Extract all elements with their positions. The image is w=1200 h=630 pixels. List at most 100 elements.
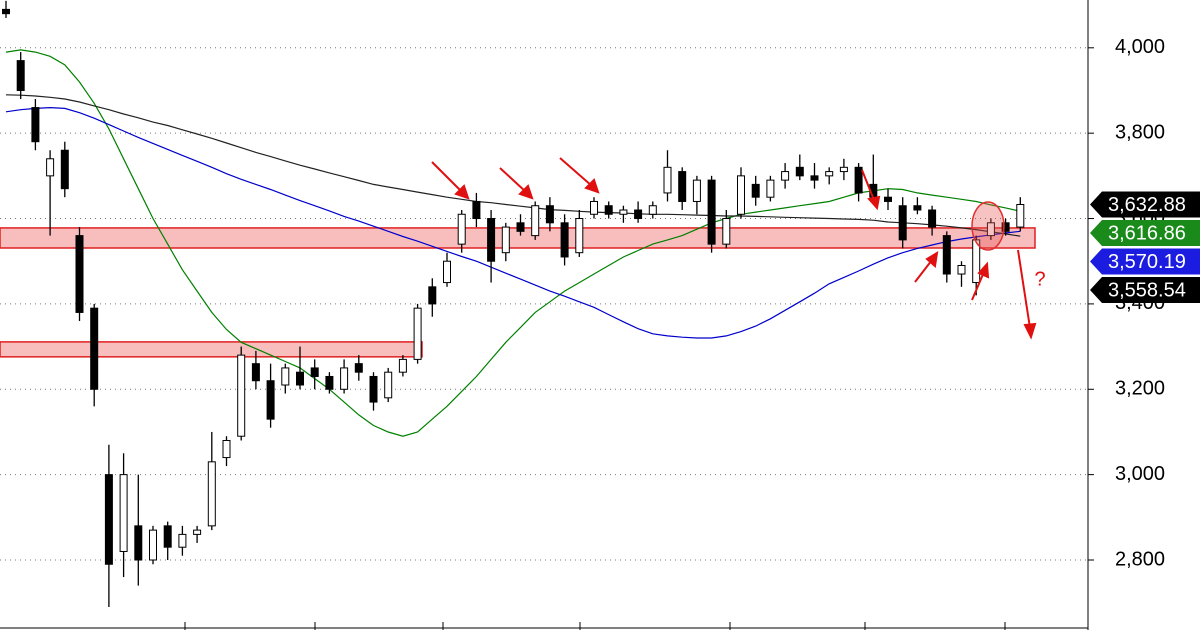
candle-body bbox=[193, 529, 202, 535]
candle-body bbox=[413, 307, 422, 360]
arrow-head bbox=[925, 251, 939, 268]
candle-body bbox=[825, 171, 834, 177]
arrow-head bbox=[454, 184, 470, 200]
arrow bbox=[971, 271, 985, 301]
candle-body bbox=[457, 213, 466, 245]
y-tick-label: 3,200 bbox=[1115, 378, 1165, 400]
arrow bbox=[499, 167, 527, 193]
arrow-head bbox=[518, 184, 534, 200]
candle-body bbox=[942, 235, 951, 275]
candle-body bbox=[501, 226, 510, 254]
axis-panel bbox=[1088, 0, 1200, 630]
candle-body bbox=[986, 222, 995, 237]
candle-body bbox=[810, 175, 819, 181]
price-tag bbox=[1090, 191, 1200, 218]
candle-body bbox=[545, 205, 554, 224]
x-axis bbox=[0, 622, 1088, 630]
candle-body bbox=[663, 166, 672, 194]
candle-body bbox=[619, 209, 628, 215]
candle-body bbox=[104, 474, 113, 565]
candle-body bbox=[281, 367, 290, 386]
price-tag-label: 3,632.88 bbox=[1108, 194, 1186, 216]
y-tick-label: 3,000 bbox=[1115, 463, 1165, 485]
candle-body bbox=[913, 205, 922, 211]
candles bbox=[2, 0, 1025, 607]
candle-body bbox=[972, 239, 981, 284]
candle-body bbox=[692, 179, 701, 202]
candle-body bbox=[60, 149, 69, 190]
candle-body bbox=[707, 179, 716, 245]
arrow-head bbox=[977, 261, 990, 279]
candle-body bbox=[310, 367, 319, 377]
candle-body bbox=[398, 358, 407, 373]
candle-body bbox=[531, 205, 540, 237]
candle-body bbox=[428, 286, 437, 305]
candle-body bbox=[1016, 204, 1025, 228]
candle-body bbox=[134, 525, 143, 561]
candle-body bbox=[46, 158, 55, 177]
candle-body bbox=[928, 209, 937, 228]
candle-body bbox=[898, 205, 907, 241]
y-tick-label: 3,800 bbox=[1115, 121, 1165, 143]
price-tag bbox=[1090, 277, 1200, 304]
arrow-head bbox=[584, 178, 600, 194]
price-tag bbox=[1090, 248, 1200, 275]
candle-body bbox=[369, 375, 378, 403]
candle-body bbox=[839, 166, 848, 173]
candle-body bbox=[16, 60, 25, 91]
candle-body bbox=[737, 175, 745, 215]
arrow bbox=[1017, 249, 1031, 329]
candle-body bbox=[443, 260, 451, 284]
candle-body bbox=[854, 166, 863, 194]
candle-body bbox=[781, 171, 790, 181]
candle-body bbox=[634, 209, 643, 220]
candle-body bbox=[178, 533, 187, 548]
candle-body bbox=[590, 200, 598, 215]
candle-body bbox=[560, 222, 569, 258]
arrow bbox=[914, 259, 933, 283]
arrow bbox=[431, 161, 463, 193]
candle-body bbox=[75, 235, 84, 313]
zone bbox=[0, 341, 423, 358]
candle-body bbox=[266, 380, 275, 420]
candle-body bbox=[604, 205, 613, 215]
price-tags: 3,632.88 3,616.86 3,570.19 3,558.54 bbox=[1090, 191, 1200, 304]
candle-body bbox=[163, 525, 172, 548]
candle-body bbox=[119, 474, 128, 552]
moving-average bbox=[5, 94, 1021, 237]
annotation: ? bbox=[1034, 268, 1045, 290]
candle-body bbox=[149, 529, 157, 561]
arrow-head bbox=[1023, 322, 1037, 340]
candle-body bbox=[2, 8, 10, 15]
price-tag-label: 3,558.54 bbox=[1108, 279, 1186, 301]
price-tag-label: 3,616.86 bbox=[1108, 222, 1186, 244]
candle-body bbox=[795, 166, 804, 177]
candle-body bbox=[751, 183, 760, 198]
candle-body bbox=[766, 179, 775, 198]
candle-body bbox=[222, 439, 231, 459]
candle-body bbox=[487, 218, 496, 262]
candle-body bbox=[472, 200, 481, 220]
candle-body bbox=[237, 354, 246, 437]
highlight-circle bbox=[971, 201, 1005, 251]
moving-average bbox=[5, 106, 1021, 339]
y-tick-label: 4,000 bbox=[1115, 36, 1165, 58]
moving-average bbox=[5, 49, 1021, 437]
candle-body bbox=[957, 264, 966, 275]
candle-body bbox=[251, 363, 260, 382]
arrow bbox=[861, 169, 875, 201]
price-tag-label: 3,570.19 bbox=[1108, 251, 1186, 273]
arrows bbox=[431, 157, 1037, 340]
candle-body bbox=[340, 367, 349, 390]
candle-body bbox=[575, 218, 584, 254]
candle-body bbox=[207, 461, 216, 527]
candle-body bbox=[90, 307, 99, 390]
candle-body bbox=[516, 222, 525, 232]
candle-body bbox=[1001, 222, 1010, 232]
candle-body bbox=[384, 371, 393, 399]
candle-body bbox=[648, 205, 657, 215]
price-tag bbox=[1090, 220, 1200, 247]
moving-averages bbox=[5, 49, 1021, 437]
candle-body bbox=[678, 171, 687, 202]
